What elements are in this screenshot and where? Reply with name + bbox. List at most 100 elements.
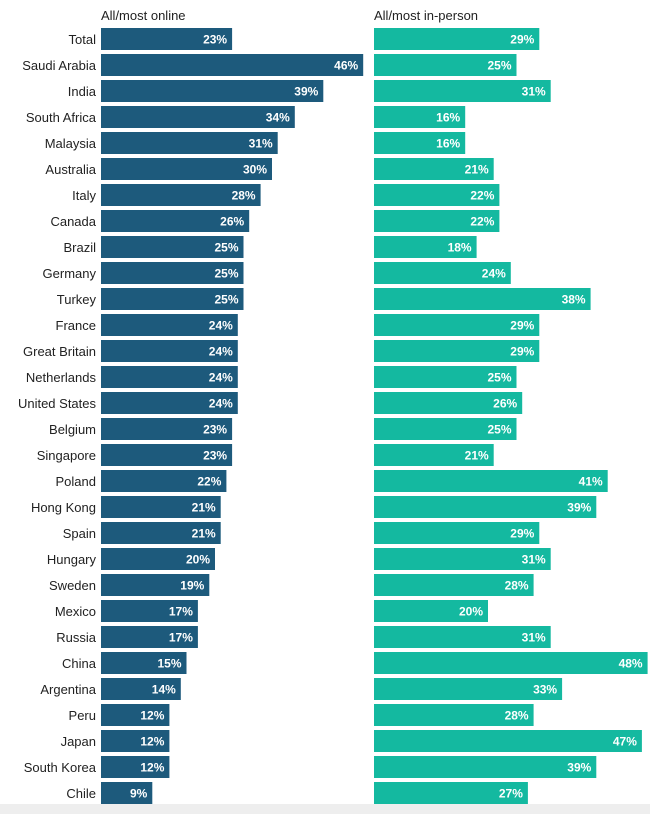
category-label-poland: Poland bbox=[56, 474, 96, 489]
value-label-online-peru: 12% bbox=[140, 709, 164, 723]
value-label-in-person-australia: 21% bbox=[465, 163, 489, 177]
bar-in-person-netherlands bbox=[374, 366, 517, 388]
bars: 23% 29% 46% 25% 39% 31% 34% 16% 31% 16% 30% 21% 28% 2… bbox=[101, 28, 648, 804]
value-label-online-russia: 17% bbox=[169, 631, 193, 645]
bar-in-person-italy bbox=[374, 184, 500, 206]
bar-in-person-hong-kong bbox=[374, 496, 597, 518]
category-label-germany: Germany bbox=[43, 266, 97, 281]
bar-online-spain bbox=[101, 522, 221, 544]
bar-online-russia bbox=[101, 626, 198, 648]
value-label-in-person-russia: 31% bbox=[522, 631, 546, 645]
bar-online-netherlands bbox=[101, 366, 238, 388]
bar-in-person-mexico bbox=[374, 600, 488, 622]
bar-in-person-poland bbox=[374, 470, 608, 492]
value-label-in-person-india: 31% bbox=[522, 85, 546, 99]
category-label-sweden: Sweden bbox=[49, 578, 96, 593]
series-header-in-person: All/most in-person bbox=[374, 8, 478, 23]
value-label-in-person-italy: 22% bbox=[470, 189, 494, 203]
category-label-india: India bbox=[68, 84, 97, 99]
value-label-in-person-united-states: 26% bbox=[493, 397, 517, 411]
bar-online-australia bbox=[101, 158, 272, 180]
value-label-online-saudi-arabia: 46% bbox=[334, 59, 358, 73]
value-label-in-person-south-africa: 16% bbox=[436, 111, 460, 125]
category-label-malaysia: Malaysia bbox=[45, 136, 97, 151]
value-label-online-total: 23% bbox=[203, 33, 227, 47]
bar-in-person-spain bbox=[374, 522, 540, 544]
bar-in-person-chile bbox=[374, 782, 528, 804]
value-label-in-person-sweden: 28% bbox=[505, 579, 529, 593]
bar-in-person-sweden bbox=[374, 574, 534, 596]
value-label-in-person-turkey: 38% bbox=[562, 293, 586, 307]
bar-in-person-south-africa bbox=[374, 106, 466, 128]
value-label-online-south-korea: 12% bbox=[140, 761, 164, 775]
value-label-online-spain: 21% bbox=[192, 527, 216, 541]
value-label-online-japan: 12% bbox=[140, 735, 164, 749]
bar-online-peru bbox=[101, 704, 170, 726]
value-label-in-person-netherlands: 25% bbox=[487, 371, 511, 385]
bar-online-south-africa bbox=[101, 106, 295, 128]
category-label-south-africa: South Africa bbox=[26, 110, 97, 125]
bar-online-chile bbox=[101, 782, 153, 804]
value-label-in-person-total: 29% bbox=[510, 33, 534, 47]
bar-in-person-saudi-arabia bbox=[374, 54, 517, 76]
value-label-online-belgium: 23% bbox=[203, 423, 227, 437]
value-label-online-united-states: 24% bbox=[209, 397, 233, 411]
bar-online-italy bbox=[101, 184, 261, 206]
bar-in-person-india bbox=[374, 80, 551, 102]
category-label-turkey: Turkey bbox=[57, 292, 97, 307]
category-label-japan: Japan bbox=[61, 734, 96, 749]
value-label-online-india: 39% bbox=[294, 85, 318, 99]
bar-in-person-canada bbox=[374, 210, 500, 232]
bar-online-mexico bbox=[101, 600, 198, 622]
category-label-saudi-arabia: Saudi Arabia bbox=[22, 58, 96, 73]
bar-online-malaysia bbox=[101, 132, 278, 154]
bar-online-hong-kong bbox=[101, 496, 221, 518]
category-label-canada: Canada bbox=[50, 214, 96, 229]
value-label-online-argentina: 14% bbox=[152, 683, 176, 697]
bar-online-poland bbox=[101, 470, 227, 492]
category-label-united-states: United States bbox=[18, 396, 97, 411]
bar-online-china bbox=[101, 652, 187, 674]
bar-online-saudi-arabia bbox=[101, 54, 364, 76]
bar-in-person-united-states bbox=[374, 392, 523, 414]
category-label-peru: Peru bbox=[69, 708, 96, 723]
category-label-singapore: Singapore bbox=[37, 448, 96, 463]
value-label-online-hungary: 20% bbox=[186, 553, 210, 567]
value-label-in-person-spain: 29% bbox=[510, 527, 534, 541]
value-label-online-netherlands: 24% bbox=[209, 371, 233, 385]
value-label-in-person-argentina: 33% bbox=[533, 683, 557, 697]
bar-in-person-hungary bbox=[374, 548, 551, 570]
value-label-online-australia: 30% bbox=[243, 163, 267, 177]
bar-online-great-britain bbox=[101, 340, 238, 362]
value-label-in-person-canada: 22% bbox=[470, 215, 494, 229]
category-label-argentina: Argentina bbox=[40, 682, 96, 697]
category-label-hungary: Hungary bbox=[47, 552, 97, 567]
category-label-south-korea: South Korea bbox=[24, 760, 97, 775]
bar-in-person-malaysia bbox=[374, 132, 466, 154]
value-label-in-person-japan: 47% bbox=[613, 735, 637, 749]
category-label-china: China bbox=[62, 656, 97, 671]
category-label-brazil: Brazil bbox=[63, 240, 96, 255]
value-label-in-person-malaysia: 16% bbox=[436, 137, 460, 151]
category-label-belgium: Belgium bbox=[49, 422, 96, 437]
bar-in-person-south-korea bbox=[374, 756, 597, 778]
value-label-in-person-saudi-arabia: 25% bbox=[487, 59, 511, 73]
category-label-hong-kong: Hong Kong bbox=[31, 500, 96, 515]
bar-online-canada bbox=[101, 210, 250, 232]
value-label-online-brazil: 25% bbox=[214, 241, 238, 255]
value-label-in-person-peru: 28% bbox=[505, 709, 529, 723]
value-label-in-person-chile: 27% bbox=[499, 787, 523, 801]
value-label-online-malaysia: 31% bbox=[249, 137, 273, 151]
value-label-online-germany: 25% bbox=[214, 267, 238, 281]
bar-online-turkey bbox=[101, 288, 244, 310]
bar-online-india bbox=[101, 80, 324, 102]
bar-online-united-states bbox=[101, 392, 238, 414]
category-label-france: France bbox=[56, 318, 96, 333]
bar-in-person-singapore bbox=[374, 444, 494, 466]
bar-online-belgium bbox=[101, 418, 233, 440]
value-label-in-person-great-britain: 29% bbox=[510, 345, 534, 359]
category-labels: Total Saudi Arabia India South Africa Malays… bbox=[18, 32, 97, 801]
category-label-great-britain: Great Britain bbox=[23, 344, 96, 359]
bar-online-brazil bbox=[101, 236, 244, 258]
